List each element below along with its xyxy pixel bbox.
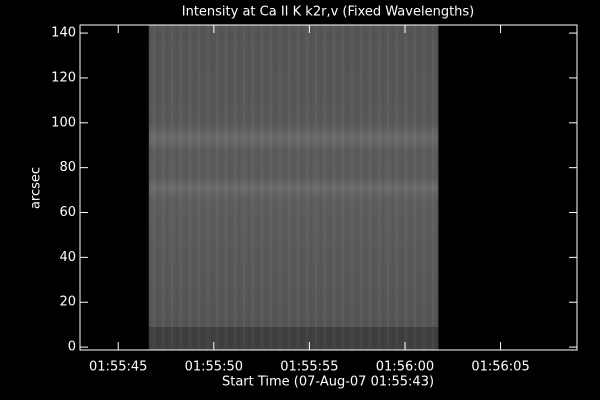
y-tick-label: 40: [59, 250, 76, 265]
y-tick-label: 140: [51, 26, 76, 41]
y-tick-label: 120: [51, 70, 76, 85]
x-tick-label: 01:55:45: [89, 360, 147, 375]
y-tick-label: 60: [59, 205, 76, 220]
chart-title: Intensity at Ca II K k2r,v (Fixed Wavele…: [182, 5, 475, 20]
y-tick-label: 0: [68, 340, 76, 355]
x-axis-label: Start Time (07-Aug-07 01:55:43): [222, 375, 434, 390]
x-tick-label: 01:56:05: [471, 360, 529, 375]
x-tick-label: 01:56:00: [376, 360, 434, 375]
y-axis-label: arcsec: [29, 167, 44, 209]
image-texture: [148, 25, 439, 350]
x-tick-label: 01:55:50: [185, 360, 243, 375]
y-tick-label: 20: [59, 295, 76, 310]
y-tick-label: 80: [59, 160, 76, 175]
plot-frame: [79, 24, 578, 351]
x-tick-label: 01:55:55: [280, 360, 338, 375]
y-tick-label: 100: [51, 115, 76, 130]
